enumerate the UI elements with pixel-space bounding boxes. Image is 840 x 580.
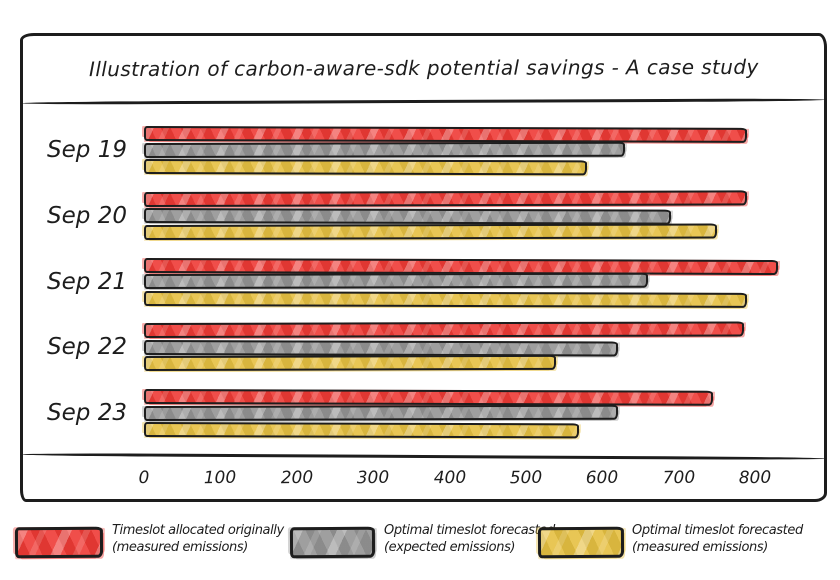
legend-item-forecast-expected: Optimal timeslot forecasted (expected em…: [289, 510, 555, 580]
category-label-sep-21: Sep 21: [47, 268, 127, 295]
bar-sep-21-forecast-measured: [143, 290, 748, 308]
plot-area: Sep 19 Sep 20 Sep 21 Sep 22 Sep 23: [23, 103, 824, 452]
legend-label-line1: Optimal timeslot forecasted: [384, 523, 555, 538]
x-axis-tick-label-500: 500: [509, 467, 543, 489]
legend-label-line2: (measured emissions): [112, 540, 248, 555]
bar-sep-20-original-measured: [143, 190, 748, 207]
legend-label-line2: (measured emissions): [632, 540, 768, 555]
chart-frame: Illustration of carbon-aware-sdk potenti…: [20, 33, 827, 502]
legend-label-line2: (expected emissions): [384, 540, 516, 555]
x-axis-tick-label-400: 400: [433, 467, 467, 489]
x-axis-tick-label-700: 700: [662, 467, 696, 489]
bar-sep-20-forecast-measured: [143, 223, 718, 240]
legend-label: Optimal timeslot forecasted (expected em…: [384, 522, 555, 556]
title-band: Illustration of carbon-aware-sdk potenti…: [23, 36, 824, 100]
bar-sep-22-forecast-expected: [143, 339, 619, 357]
bar-sep-23-forecast-measured: [143, 422, 580, 439]
legend-swatch-yellow: [537, 526, 625, 559]
legend-label: Optimal timeslot forecasted (measured em…: [632, 522, 803, 556]
bar-sep-20-forecast-expected: [143, 208, 672, 225]
legend-label-line1: Optimal timeslot forecasted: [632, 523, 803, 538]
category-label-sep-22: Sep 22: [47, 334, 127, 361]
x-axis-tick-label-0: 0: [138, 467, 150, 489]
category-label-sep-19: Sep 19: [47, 137, 127, 163]
bar-sep-21-original-measured: [143, 257, 779, 275]
bar-sep-22-original-measured: [143, 321, 745, 339]
bar-sep-22-forecast-measured: [143, 355, 557, 372]
bar-sep-19-forecast-measured: [143, 159, 588, 176]
legend-swatch-gray: [289, 526, 376, 559]
legend: Timeslot allocated originally (measured …: [0, 510, 840, 580]
x-axis-tick-label-600: 600: [585, 467, 619, 489]
bar-sep-21-forecast-expected: [143, 272, 649, 290]
bar-sep-23-forecast-expected: [143, 404, 619, 421]
legend-label: Timeslot allocated originally (measured …: [112, 522, 284, 556]
x-axis-tick-label-800: 800: [738, 467, 772, 489]
category-label-sep-23: Sep 23: [47, 400, 127, 427]
bar-sep-19-original-measured: [143, 126, 748, 143]
legend-swatch-red: [14, 526, 104, 559]
x-axis-tick-label-300: 300: [356, 467, 390, 489]
category-label-sep-20: Sep 20: [47, 202, 127, 229]
legend-item-forecast-measured: Optimal timeslot forecasted (measured em…: [537, 510, 828, 580]
bar-sep-23-original-measured: [143, 389, 714, 406]
x-axis: 0 100 200 300 400 500 600 700 800: [23, 458, 824, 499]
x-axis-tick-label-200: 200: [280, 467, 314, 489]
chart-title: Illustration of carbon-aware-sdk potenti…: [88, 54, 759, 82]
legend-item-original-measured: Timeslot allocated originally (measured …: [14, 510, 284, 580]
x-axis-tick-label-100: 100: [203, 467, 237, 489]
legend-label-line1: Timeslot allocated originally: [112, 523, 284, 538]
bar-sep-19-forecast-expected: [143, 141, 626, 158]
